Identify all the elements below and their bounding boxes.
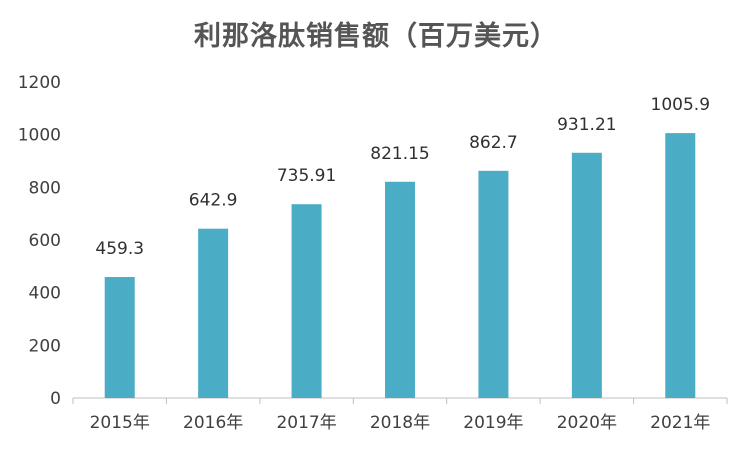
y-axis: 0 200 400 600 800 1000 1200 — [18, 73, 61, 409]
bar — [571, 152, 602, 398]
x-tick-label: 2016年 — [183, 413, 243, 433]
y-tick-label: 600 — [29, 231, 61, 251]
bar — [104, 277, 135, 398]
x-tick-label: 2018年 — [370, 413, 430, 433]
y-tick-label: 0 — [50, 389, 61, 409]
x-axis: 2015年 2016年 2017年 2018年 2019年 2020年 2021年 — [72, 397, 728, 433]
bar — [291, 204, 322, 398]
chart-title: 利那洛肽销售额（百万美元） — [194, 21, 558, 52]
y-tick-label: 1200 — [18, 73, 61, 93]
x-tick-label: 2021年 — [650, 413, 710, 433]
bar — [665, 133, 696, 398]
y-tick-label: 800 — [29, 178, 61, 198]
y-tick-label: 400 — [29, 284, 61, 304]
x-tick-label: 2019年 — [463, 413, 523, 433]
y-tick-label: 1000 — [18, 126, 61, 146]
x-tick-label: 2020年 — [557, 413, 617, 433]
y-tick-label: 200 — [29, 336, 61, 356]
data-label: 821.15 — [370, 144, 429, 164]
data-label: 862.7 — [469, 133, 518, 153]
data-label: 642.9 — [189, 191, 238, 211]
x-tick-label: 2017年 — [276, 413, 336, 433]
bar — [198, 228, 229, 398]
data-labels: 459.3 642.9 735.91 821.15 862.7 931.21 1005.9 — [95, 95, 710, 259]
x-tick-label: 2015年 — [90, 413, 150, 433]
bar — [385, 181, 415, 398]
data-label: 1005.9 — [651, 95, 710, 115]
data-label: 459.3 — [95, 239, 144, 259]
data-label: 931.21 — [557, 115, 616, 135]
bars — [104, 133, 696, 398]
bar — [478, 170, 509, 398]
data-label: 735.91 — [277, 166, 336, 186]
